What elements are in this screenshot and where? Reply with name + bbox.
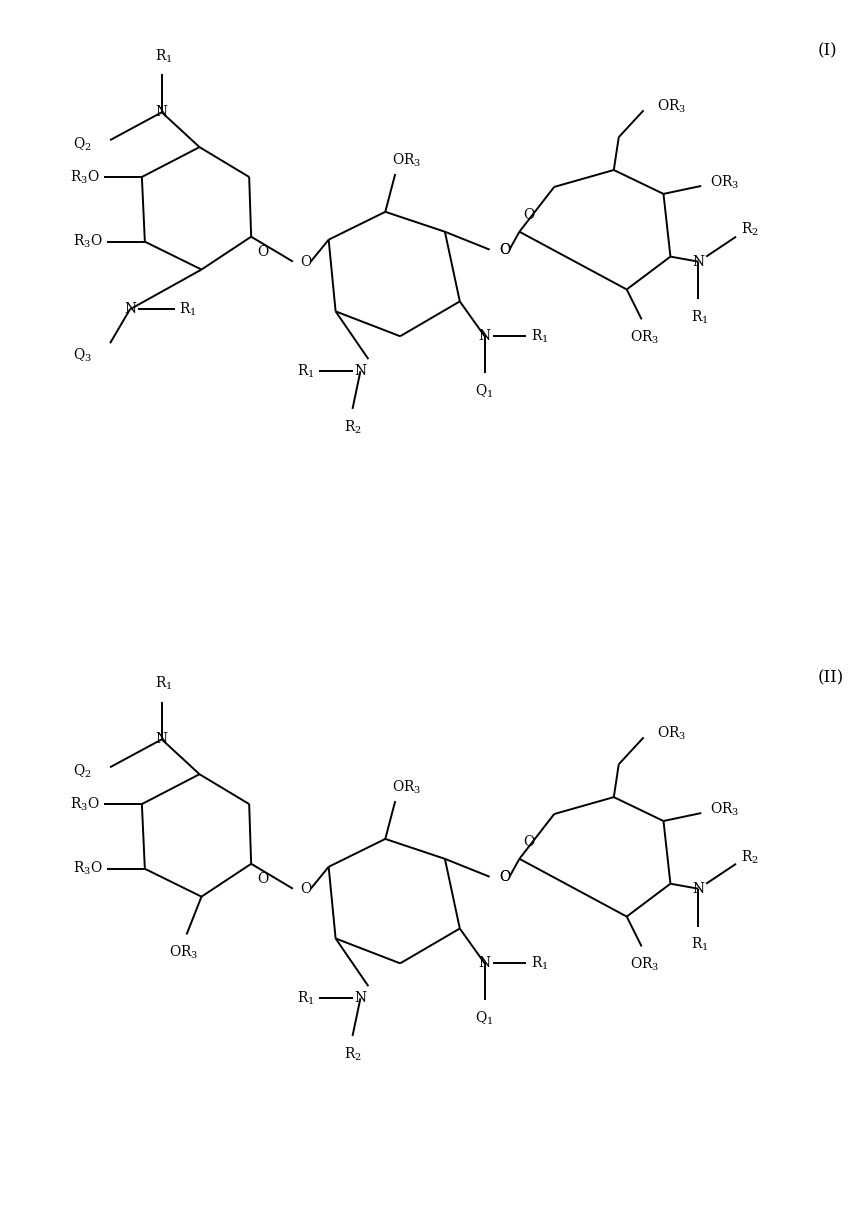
Text: O: O [524,834,535,849]
Text: OR$_3$: OR$_3$ [656,724,686,742]
Text: OR$_3$: OR$_3$ [656,98,686,115]
Text: N: N [355,365,367,378]
Text: R$_2$: R$_2$ [344,1045,362,1062]
Text: O: O [499,242,510,257]
Text: R$_3$O: R$_3$O [70,168,101,185]
Text: R$_1$: R$_1$ [691,936,709,953]
Text: Q$_2$: Q$_2$ [73,136,92,153]
Text: R$_2$: R$_2$ [741,848,758,866]
Text: Q$_2$: Q$_2$ [73,763,92,780]
Text: O: O [258,245,269,259]
Text: Q$_3$: Q$_3$ [73,346,92,363]
Text: N: N [478,957,490,970]
Text: OR$_3$: OR$_3$ [710,800,740,817]
Text: OR$_3$: OR$_3$ [393,779,422,796]
Text: R$_1$: R$_1$ [179,300,197,318]
Text: R$_2$: R$_2$ [741,222,758,239]
Text: R$_3$O: R$_3$O [74,860,103,878]
Text: R$_2$: R$_2$ [344,418,362,436]
Text: Q$_1$: Q$_1$ [475,1010,494,1027]
Text: R$_1$: R$_1$ [691,309,709,326]
Text: N: N [355,991,367,1005]
Text: OR$_3$: OR$_3$ [169,943,198,962]
Text: N: N [155,733,168,746]
Text: O: O [524,208,535,222]
Text: R$_1$: R$_1$ [155,675,173,693]
Text: O: O [499,242,510,257]
Text: R$_1$: R$_1$ [297,362,314,380]
Text: R$_3$O: R$_3$O [70,796,101,813]
Text: OR$_3$: OR$_3$ [630,955,660,974]
Text: OR$_3$: OR$_3$ [393,151,422,168]
Text: O: O [258,872,269,885]
Text: (II): (II) [818,670,844,687]
Text: R$_1$: R$_1$ [531,327,548,345]
Text: R$_1$: R$_1$ [155,47,173,65]
Text: O: O [499,869,510,884]
Text: N: N [155,105,168,119]
Text: N: N [692,882,704,896]
Text: OR$_3$: OR$_3$ [630,328,660,346]
Text: R$_1$: R$_1$ [297,989,314,1006]
Text: R$_1$: R$_1$ [531,954,548,972]
Text: N: N [692,254,704,269]
Text: O: O [300,882,312,896]
Text: N: N [124,303,136,316]
Text: N: N [478,329,490,343]
Text: Q$_1$: Q$_1$ [475,383,494,400]
Text: O: O [499,869,510,884]
Text: R$_3$O: R$_3$O [74,233,103,251]
Text: OR$_3$: OR$_3$ [710,173,740,190]
Text: (I): (I) [818,42,838,59]
Text: O: O [300,254,312,269]
